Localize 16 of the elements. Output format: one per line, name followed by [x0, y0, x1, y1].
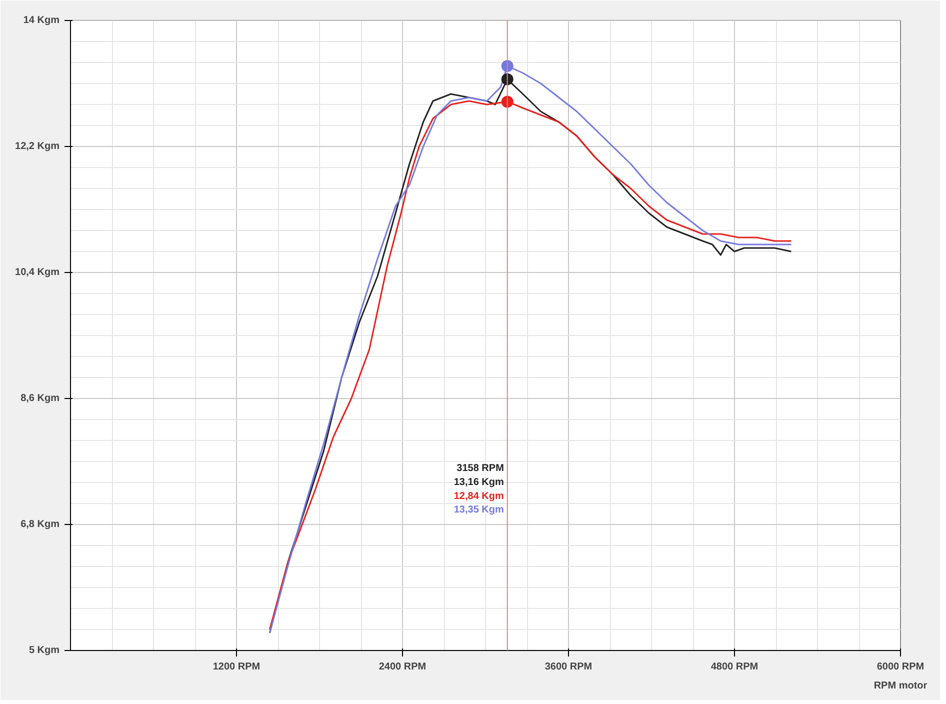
- x-tick-label: 4800 RPM: [710, 662, 758, 672]
- x-axis-title: RPM motor: [874, 680, 928, 692]
- y-tick-label: 10,4 Kgm: [15, 267, 60, 278]
- annotation: 12,84 Kgm: [454, 490, 504, 502]
- ref-line-label: 3158 RPM: [456, 463, 504, 474]
- x-tick-label: 1200 RPM: [212, 662, 260, 672]
- x-tick-label: 6000 RPM: [876, 662, 924, 672]
- y-tick-label: 6,8 Kgm: [20, 519, 60, 530]
- y-tick-label: 12,2 Kgm: [15, 141, 60, 152]
- annotation: 13,16 Kgm: [454, 476, 504, 488]
- x-tick-label: 2400 RPM: [378, 662, 426, 672]
- x-tick-label: 3600 RPM: [544, 662, 592, 672]
- y-tick-label: 14 Kgm: [23, 15, 60, 26]
- y-tick-label: 5 Kgm: [28, 645, 60, 656]
- y-tick-label: 8,6 Kgm: [20, 393, 60, 404]
- annotation: 13,35 Kgm: [454, 504, 504, 516]
